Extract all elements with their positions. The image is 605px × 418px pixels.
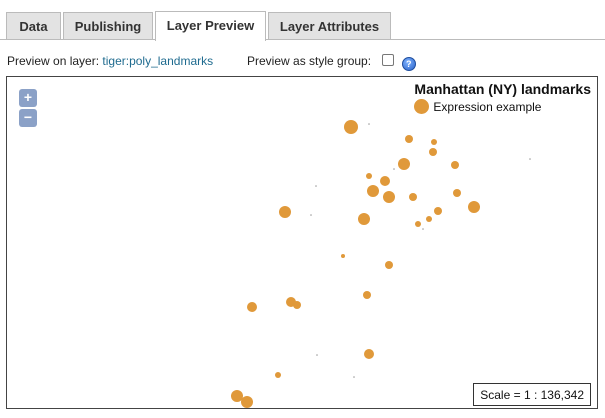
landmark-point bbox=[293, 301, 301, 309]
tab-bar: Data Publishing Layer Preview Layer Attr… bbox=[0, 0, 605, 41]
zoom-in-button[interactable]: + bbox=[19, 89, 37, 107]
landmark-dot bbox=[316, 354, 318, 356]
landmark-dot bbox=[353, 376, 355, 378]
legend-title: Manhattan (NY) landmarks bbox=[414, 81, 591, 97]
landmark-dot bbox=[310, 214, 312, 216]
landmark-dot bbox=[315, 185, 317, 187]
landmark-point bbox=[358, 213, 370, 225]
legend-rule-label: Expression example bbox=[433, 100, 542, 114]
tab-data[interactable]: Data bbox=[6, 12, 61, 39]
landmark-point bbox=[426, 216, 432, 222]
tab-layer-attributes[interactable]: Layer Attributes bbox=[268, 12, 391, 39]
tab-publishing[interactable]: Publishing bbox=[63, 12, 153, 39]
landmark-point bbox=[363, 291, 371, 299]
layer-name-link[interactable]: tiger:poly_landmarks bbox=[102, 54, 214, 68]
landmark-dot bbox=[422, 228, 424, 230]
style-group-label: Preview as style group: bbox=[247, 54, 372, 68]
landmark-point bbox=[409, 193, 417, 201]
landmark-dot bbox=[393, 168, 395, 170]
landmark-point bbox=[415, 221, 421, 227]
tab-baseline bbox=[0, 39, 605, 40]
landmark-point bbox=[364, 349, 374, 359]
landmark-point bbox=[453, 189, 461, 197]
map-points-layer bbox=[231, 120, 531, 408]
tab-layer-preview[interactable]: Layer Preview bbox=[155, 11, 266, 41]
landmark-point bbox=[383, 191, 395, 203]
landmark-point bbox=[241, 396, 253, 408]
landmark-point bbox=[341, 254, 345, 258]
style-group-checkbox[interactable] bbox=[382, 54, 395, 66]
style-group-row: Preview as style group: ? bbox=[247, 53, 416, 71]
zoom-out-button[interactable]: − bbox=[19, 109, 37, 127]
landmark-point bbox=[451, 161, 459, 169]
landmark-point bbox=[431, 139, 437, 145]
landmark-point bbox=[344, 120, 358, 134]
help-icon[interactable]: ? bbox=[401, 57, 416, 71]
landmark-point bbox=[231, 390, 243, 402]
map-legend: Manhattan (NY) landmarks Expression exam… bbox=[414, 81, 591, 114]
landmark-point bbox=[468, 201, 480, 213]
preview-layer-prefix: Preview on layer: bbox=[7, 54, 100, 68]
landmark-point bbox=[366, 173, 372, 179]
landmark-dot bbox=[529, 158, 531, 160]
landmark-point bbox=[279, 206, 291, 218]
map-viewport[interactable]: + − Manhattan (NY) landmarks Expression … bbox=[6, 76, 598, 409]
legend-rule: Expression example bbox=[414, 99, 591, 114]
landmark-point bbox=[367, 185, 379, 197]
landmark-point bbox=[429, 148, 437, 156]
landmark-point bbox=[398, 158, 410, 170]
landmark-point bbox=[385, 261, 393, 269]
preview-layer-row: Preview on layer: tiger:poly_landmarks bbox=[7, 53, 213, 69]
scale-indicator: Scale = 1 : 136,342 bbox=[473, 383, 591, 406]
landmark-point bbox=[434, 207, 442, 215]
landmark-point bbox=[405, 135, 413, 143]
landmark-dot bbox=[368, 123, 370, 125]
legend-circle-icon bbox=[414, 99, 430, 114]
landmark-point bbox=[380, 176, 390, 186]
landmark-point bbox=[275, 372, 281, 378]
landmark-point bbox=[247, 302, 257, 312]
